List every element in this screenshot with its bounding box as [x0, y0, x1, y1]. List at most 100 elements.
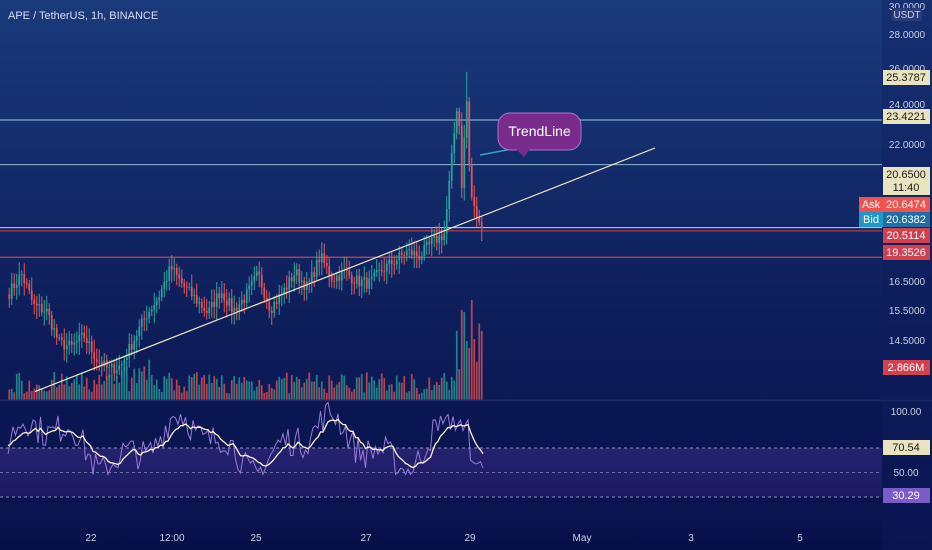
volume-bar: [90, 391, 93, 400]
volume-bar: [38, 385, 41, 400]
candle-body: [253, 276, 256, 281]
volume-bar: [458, 369, 461, 400]
volume-bar: [285, 372, 288, 400]
volume-bar: [425, 388, 428, 400]
volume-bar: [65, 376, 68, 400]
candle-body: [318, 259, 321, 263]
symbol-title: APE / TetherUS, 1h, BINANCE: [8, 10, 158, 22]
candle-body: [185, 286, 188, 288]
volume-bar: [405, 392, 408, 400]
candle-body: [165, 280, 168, 282]
candle-body: [260, 274, 263, 288]
candle-body: [285, 287, 288, 290]
volume-bar: [155, 379, 158, 400]
volume-bar: [105, 375, 108, 400]
volume-bar: [108, 374, 111, 400]
volume-bar: [338, 382, 341, 400]
candle-body: [433, 235, 436, 239]
candle-body: [288, 277, 291, 290]
volume-bar: [480, 330, 483, 400]
volume-tag: [883, 360, 930, 375]
candle-body: [403, 254, 406, 256]
candle-body: [368, 278, 371, 289]
candle-body: [75, 341, 78, 343]
candle-body: [295, 269, 298, 276]
candle-body: [360, 279, 363, 287]
volume-bar: [28, 380, 31, 400]
volume-bar: [120, 370, 123, 400]
candle-body: [383, 271, 386, 273]
volume-bar: [323, 388, 326, 400]
time-label-may: May: [573, 533, 592, 544]
candle-body: [220, 293, 223, 299]
candle-body: [213, 301, 216, 307]
candle-body: [470, 165, 473, 197]
candle-body: [65, 345, 68, 350]
volume-bar: [270, 387, 273, 400]
candle-body: [293, 275, 296, 282]
volume-bar: [25, 391, 28, 400]
main-pane[interactable]: TrendLine APE / TetherUS, 1h, BINANCE: [0, 10, 882, 400]
volume-bar: [325, 392, 328, 400]
candle-body: [438, 235, 441, 243]
unit-label: USDT: [893, 10, 920, 21]
price-tick-14-5: 14.5000: [889, 336, 926, 347]
time-axis[interactable]: 22 12:00 25 27 29 May 3 5: [85, 533, 803, 544]
volume-bar: [168, 372, 171, 400]
volume-bar: [188, 375, 191, 400]
candle-body: [298, 269, 301, 282]
candle-body: [373, 272, 376, 277]
volume-value: 2.866M: [888, 362, 925, 374]
volume-bar: [163, 376, 166, 400]
candle-body: [145, 318, 148, 320]
candle-body: [103, 360, 106, 367]
volume-bar: [70, 383, 73, 400]
unit-badge[interactable]: [892, 8, 922, 21]
rsi-2-value: 30.29: [892, 490, 920, 502]
volume-bar: [85, 377, 88, 400]
candle-body: [325, 262, 328, 267]
candle-body: [163, 281, 166, 289]
price-tick-15-5: 15.5000: [889, 306, 926, 317]
volume-bar: [80, 372, 83, 400]
candle-body: [418, 256, 421, 260]
candle-body: [248, 285, 251, 290]
rsi-pane[interactable]: [0, 401, 882, 525]
price-tick-16-5: 16.5000: [889, 277, 926, 288]
volume-bar: [428, 377, 431, 400]
candle-countdown: 11:40: [893, 182, 920, 194]
ask-label-tag: [859, 197, 883, 212]
candle-body: [175, 267, 178, 275]
candle-body: [455, 111, 458, 134]
candle-body: [153, 304, 156, 310]
volume-bar: [145, 379, 148, 400]
volume-bar: [178, 385, 181, 400]
trendline-callout[interactable]: TrendLine: [479, 112, 582, 157]
candle-body: [283, 287, 286, 295]
red-1-tag: [883, 228, 930, 243]
trend-line[interactable]: [34, 147, 656, 393]
volume-bar: [113, 383, 116, 400]
candle-body: [365, 277, 368, 289]
level-2-tag: [883, 109, 930, 124]
volume-bar: [348, 387, 351, 400]
candle-body: [53, 328, 56, 330]
candle-body: [460, 125, 463, 188]
volume-bar: [345, 385, 348, 400]
candle-body: [168, 266, 171, 281]
candle-body: [235, 307, 238, 312]
volume-bar: [305, 379, 308, 400]
candle-body: [378, 269, 381, 271]
candle-body: [390, 259, 393, 265]
volume-bar: [160, 391, 163, 400]
volume-bar: [388, 384, 391, 400]
candle-body: [223, 293, 226, 301]
red-1-value: 20.5114: [887, 230, 926, 242]
candle-body: [338, 275, 341, 281]
candle-body: [28, 284, 31, 291]
volume-bar: [378, 379, 381, 400]
volume-bar: [23, 393, 26, 400]
volume-bar: [53, 372, 56, 400]
price-scale[interactable]: 30.0000 USDT 28.0000 26.0000 24.0000 22.…: [859, 0, 932, 550]
